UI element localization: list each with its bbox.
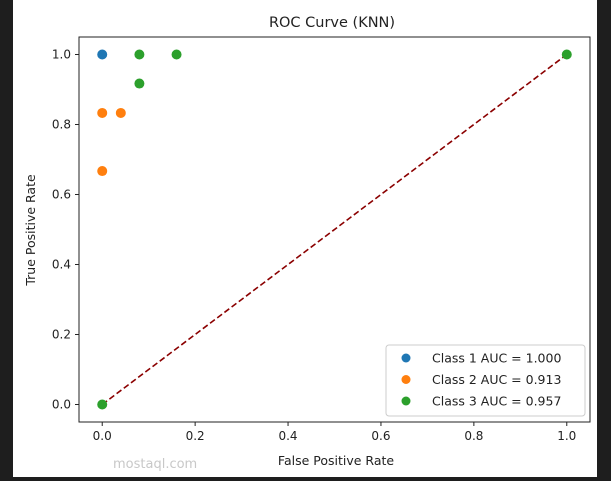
data-point-class-2 [97, 107, 108, 118]
legend-entry: Class 2 AUC = 0.913 [432, 372, 561, 387]
data-point-class-3 [97, 399, 108, 410]
data-point-class-3 [171, 49, 182, 60]
x-tick-label: 0.8 [464, 429, 483, 443]
figure: ROC Curve (KNN) False Positive Rate True… [13, 0, 597, 477]
data-point-class-1 [97, 49, 108, 60]
axes-frame [78, 36, 591, 423]
legend-marker [401, 396, 411, 406]
legend-entry: Class 1 AUC = 1.000 [432, 351, 561, 366]
data-point-class-3 [134, 49, 145, 60]
y-tick-label: 0.6 [52, 188, 71, 202]
reference-line [101, 53, 568, 406]
legend-box [385, 344, 586, 417]
data-point-class-2 [97, 166, 108, 177]
x-tick-label: 1.0 [557, 429, 576, 443]
x-tick-label: 0.0 [93, 429, 112, 443]
y-tick-label: 0.4 [52, 258, 71, 272]
watermark: mostaql.com [113, 457, 197, 472]
legend-marker [401, 375, 411, 384]
y-tick-label: 0.2 [52, 328, 71, 342]
y-tick-label: 0.8 [52, 118, 71, 132]
x-tick-label: 0.6 [371, 429, 390, 443]
y-tick-label: 0.0 [52, 398, 71, 412]
x-tick-label: 0.4 [278, 429, 297, 443]
x-axis-label: False Positive Rate [278, 453, 394, 468]
legend: Class 1 AUC = 1.000 Class 2 AUC = 0.913 Cl… [385, 344, 586, 417]
roc-chart: ROC Curve (KNN) False Positive Rate True… [23, 15, 591, 472]
y-tick-label: 1.0 [52, 48, 71, 62]
x-tick-label: 0.2 [186, 429, 205, 443]
legend-marker [401, 353, 411, 363]
legend-entry: Class 3 AUC = 0.957 [432, 394, 561, 409]
data-point-class-3 [134, 78, 145, 89]
data-point-class-3 [561, 49, 572, 60]
data-point-class-2 [115, 107, 126, 118]
y-axis-label: True Positive Rate [23, 174, 38, 287]
chart-title: ROC Curve (KNN) [269, 15, 395, 31]
